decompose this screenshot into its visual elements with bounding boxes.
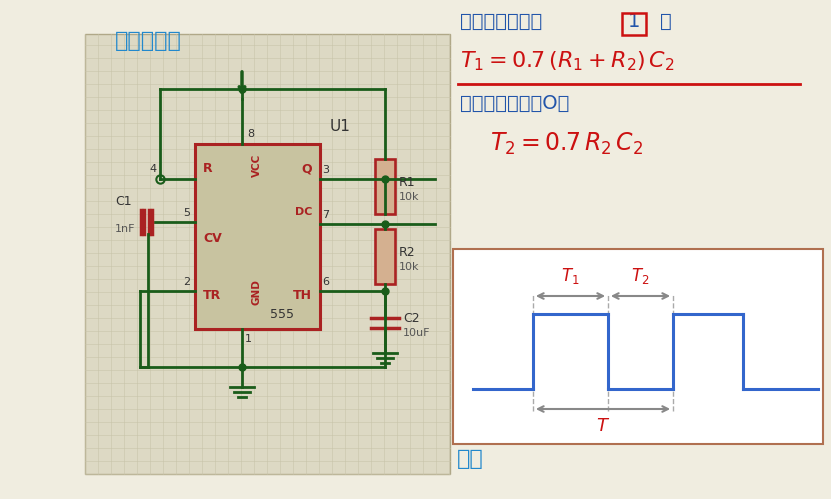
Text: $\mathit{T}_2=0.7\,\mathit{R}_2\,\mathit{C}_2$: $\mathit{T}_2=0.7\,\mathit{R}_2\,\mathit… (490, 131, 643, 157)
Text: $\mathit{T}$: $\mathit{T}$ (596, 417, 610, 435)
Text: 多谐振荡器: 多谐振荡器 (115, 31, 182, 51)
Text: 10k: 10k (399, 192, 420, 202)
Text: R: R (203, 162, 213, 175)
Text: $\mathit{T}_2$: $\mathit{T}_2$ (632, 266, 650, 286)
Text: 3: 3 (322, 165, 329, 175)
Text: 1: 1 (627, 12, 640, 31)
Text: 周期: 周期 (457, 449, 484, 469)
Text: ）: ） (660, 12, 671, 31)
Text: C2: C2 (403, 311, 420, 324)
Bar (375, 159, 395, 214)
Text: U1: U1 (330, 119, 351, 134)
Text: Q: Q (302, 162, 312, 175)
Bar (375, 229, 395, 284)
Text: VCC: VCC (252, 154, 262, 177)
Text: $\mathit{T}_1=0.7\,(\mathit{R}_1+\mathit{R}_2)\,\mathit{C}_2$: $\mathit{T}_1=0.7\,(\mathit{R}_1+\mathit… (460, 49, 675, 72)
Text: 7: 7 (322, 210, 329, 220)
Text: 2: 2 (183, 277, 190, 287)
Text: 4: 4 (150, 164, 157, 174)
Bar (195, 144, 320, 329)
Text: 10k: 10k (399, 262, 420, 272)
Text: 10uF: 10uF (403, 328, 430, 338)
Text: 充电期（输出为: 充电期（输出为 (460, 12, 543, 31)
Bar (85, 34, 450, 474)
Text: 8: 8 (247, 129, 254, 139)
Text: R1: R1 (399, 176, 416, 189)
Text: C1: C1 (115, 195, 131, 208)
Text: TR: TR (203, 289, 221, 302)
Text: CV: CV (203, 232, 222, 245)
Text: TH: TH (293, 289, 312, 302)
Text: GND: GND (252, 279, 262, 305)
Text: 1: 1 (245, 334, 252, 344)
Bar (622, 13, 646, 35)
Text: 6: 6 (322, 277, 329, 287)
Text: 1nF: 1nF (115, 224, 135, 234)
Text: 放电期（输出为O）: 放电期（输出为O） (460, 94, 569, 113)
Text: 555: 555 (270, 308, 294, 321)
Text: 5: 5 (183, 208, 190, 218)
Text: DC: DC (295, 207, 312, 217)
Text: R2: R2 (399, 246, 416, 258)
Bar (453, 249, 823, 444)
Text: $\mathit{T}_1$: $\mathit{T}_1$ (561, 266, 580, 286)
